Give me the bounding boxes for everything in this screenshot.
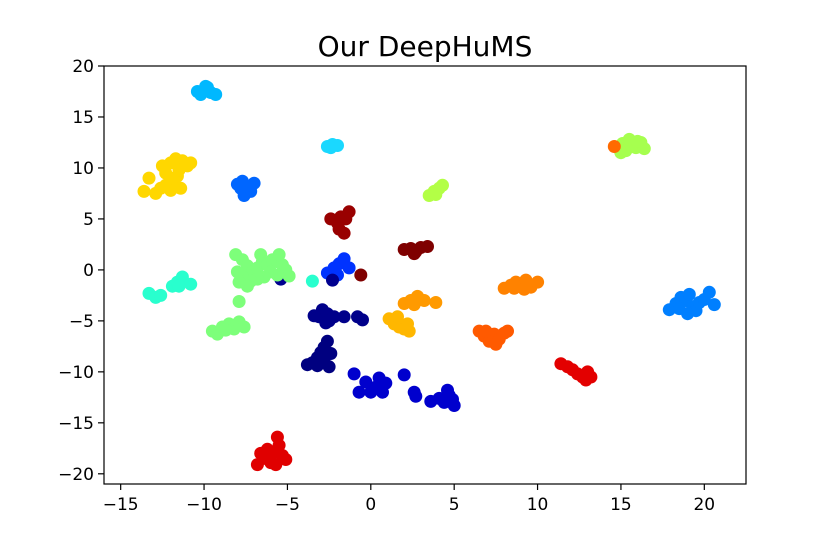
point-s2-0 — [137, 184, 151, 198]
point-s12-2 — [154, 288, 168, 302]
point-s6-3 — [436, 178, 449, 192]
point-s11-31 — [219, 323, 233, 337]
chart-title: Our DeepHuMS — [318, 30, 533, 63]
point-s12-8 — [305, 274, 319, 288]
point-s16-6 — [391, 310, 404, 324]
point-s12-6 — [172, 279, 186, 293]
point-s13-8 — [319, 316, 333, 330]
point-s0-6 — [190, 85, 204, 98]
point-s0-4 — [209, 88, 223, 101]
point-s18-6 — [531, 275, 545, 289]
point-s17-3 — [417, 294, 431, 307]
point-s21-4 — [682, 287, 696, 301]
point-s7-4 — [342, 205, 356, 219]
point-s11-22 — [272, 248, 286, 262]
point-s21-9 — [702, 285, 716, 299]
axis-ticks: −15 −10 −5 0 5 10 15 20 −20 −15 −10 −5 0 5 10 15 20 — [58, 57, 715, 515]
point-s1-3 — [324, 141, 338, 155]
point-s21-12 — [672, 302, 686, 316]
y-tick-label: −5 — [69, 312, 94, 332]
point-s11-11 — [282, 269, 296, 283]
point-s6-4 — [429, 188, 443, 201]
point-s14-9 — [324, 347, 338, 360]
x-tick-label: −5 — [275, 495, 300, 515]
point-s14-5 — [320, 334, 334, 348]
point-s9-4 — [342, 261, 356, 275]
point-s11-21 — [254, 248, 268, 262]
point-s2-8 — [174, 181, 188, 195]
x-tick-label: 5 — [449, 495, 460, 515]
point-s2-17 — [172, 163, 186, 177]
y-tick-label: 10 — [72, 159, 94, 179]
point-s19-8 — [479, 324, 493, 338]
x-tick-label: 20 — [693, 495, 715, 515]
y-tick-label: −10 — [58, 363, 94, 383]
point-s13-9 — [307, 309, 321, 323]
point-s15-7 — [379, 376, 393, 390]
point-s11-30 — [237, 320, 251, 334]
point-s19-7 — [489, 337, 503, 351]
point-s21-10 — [707, 298, 721, 312]
point-s11-19 — [232, 275, 246, 289]
x-tick-label: −15 — [103, 495, 139, 515]
y-tick-label: 5 — [83, 210, 94, 230]
point-s4-9 — [631, 134, 645, 148]
y-tick-label: −20 — [58, 465, 94, 485]
point-s20-7 — [579, 373, 593, 387]
x-tick-label: 10 — [527, 495, 549, 515]
y-tick-label: 0 — [83, 261, 94, 281]
point-s15-17 — [446, 392, 459, 406]
point-s15-10 — [409, 389, 423, 403]
point-s14-8 — [310, 359, 324, 373]
y-tick-label: 20 — [72, 57, 94, 77]
point-s13-7 — [356, 313, 369, 327]
point-s5-0 — [607, 140, 621, 153]
point-s22-10 — [260, 442, 274, 456]
point-s17-5 — [429, 296, 443, 309]
point-s3-6 — [234, 181, 248, 195]
point-s19-6 — [501, 324, 514, 338]
point-s8-6 — [354, 268, 368, 282]
point-s22-8 — [279, 453, 293, 466]
point-s11-20 — [230, 265, 244, 279]
point-s12-7 — [184, 277, 198, 291]
point-s22-9 — [269, 458, 283, 472]
point-s2-16 — [164, 171, 178, 185]
point-s13-5 — [337, 310, 351, 324]
point-s2-15 — [184, 156, 198, 170]
point-s22-6 — [272, 438, 286, 452]
point-s15-2 — [359, 375, 373, 389]
y-tick-label: 15 — [72, 108, 94, 128]
point-s8-5 — [407, 247, 421, 261]
y-tick-label: −15 — [58, 414, 94, 434]
data-points — [137, 79, 721, 472]
point-s16-5 — [401, 317, 414, 331]
x-tick-label: −10 — [186, 495, 222, 515]
point-s15-8 — [397, 368, 411, 382]
x-tick-label: 0 — [365, 495, 376, 515]
point-s11-23 — [232, 295, 246, 308]
point-s3-5 — [247, 176, 261, 190]
point-s7-6 — [337, 226, 351, 240]
x-tick-label: 15 — [610, 495, 632, 515]
point-s17-4 — [407, 298, 421, 312]
point-s15-0 — [347, 367, 361, 381]
point-s18-8 — [507, 281, 521, 295]
point-s15-1 — [352, 385, 366, 399]
point-s8-4 — [421, 240, 434, 253]
point-s2-1 — [142, 171, 156, 185]
plot-area-frame — [103, 65, 747, 485]
point-s18-7 — [517, 282, 531, 296]
point-s10-0 — [326, 273, 339, 287]
